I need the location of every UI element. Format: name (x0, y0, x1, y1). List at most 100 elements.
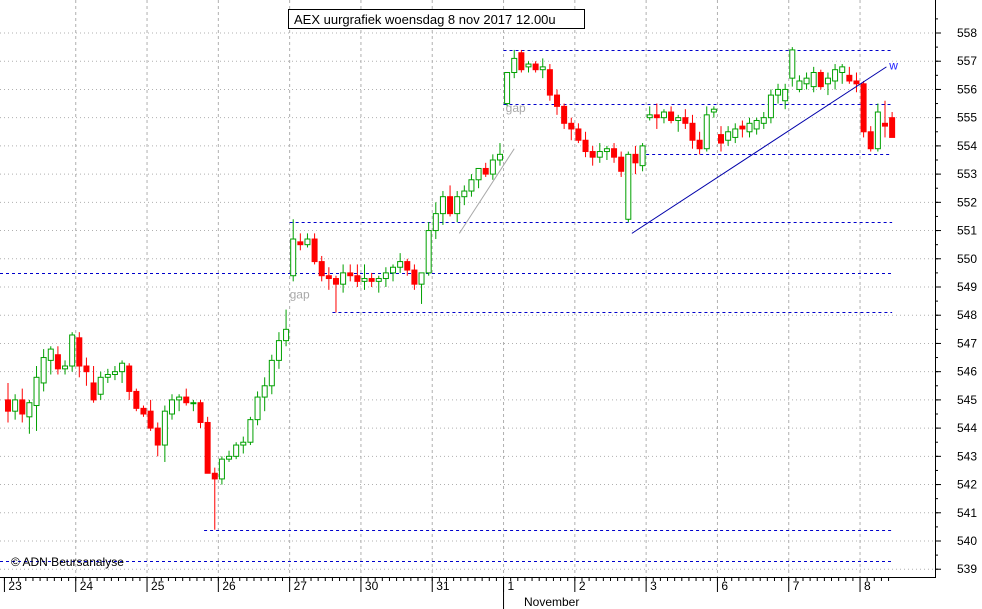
candle (596, 143, 603, 163)
candle (739, 120, 746, 138)
y-tick-label: 540 (957, 534, 977, 548)
candle-body (782, 88, 789, 102)
overlays-group: gap gap w (290, 59, 899, 302)
candle-body (454, 196, 461, 215)
candle (518, 49, 525, 73)
candle-body (675, 117, 682, 121)
gap-line (458, 148, 515, 234)
candle (447, 185, 454, 217)
candle-body (889, 117, 896, 138)
candle (211, 467, 218, 530)
candle (782, 83, 789, 110)
y-tick-label: 542 (957, 478, 977, 492)
candle (197, 399, 204, 429)
candle-body (404, 261, 411, 271)
candle (632, 145, 639, 175)
y-axis: 539 540 541 542 543 544 545 546 547 548 549 550 551 5… (935, 18, 977, 576)
candle (511, 49, 518, 79)
candle (397, 253, 404, 273)
candle-body (26, 402, 33, 418)
x-tick-label: 26 (222, 579, 236, 593)
candle (297, 233, 304, 251)
candle-body (853, 80, 860, 85)
candle (482, 162, 489, 177)
candle (803, 72, 810, 90)
candle (732, 123, 739, 144)
y-tick-label: 555 (957, 111, 977, 125)
candle (853, 72, 860, 93)
candle (589, 145, 596, 166)
candle-body (126, 365, 133, 392)
candle (760, 112, 767, 129)
y-tick-label: 553 (957, 167, 977, 181)
candle-body (111, 371, 118, 375)
candle (340, 264, 347, 293)
y-tick-label: 547 (957, 336, 977, 350)
candle (746, 117, 753, 138)
y-tick-label: 543 (957, 449, 977, 463)
candle-body (218, 458, 225, 480)
wave-label-w: w (888, 59, 898, 73)
candle (233, 442, 240, 460)
candle (639, 143, 646, 172)
candle-body (639, 145, 646, 167)
candle-body (69, 334, 76, 367)
candle-body (439, 196, 446, 215)
candle-body (54, 354, 61, 370)
candle (454, 191, 461, 223)
candle (404, 258, 411, 276)
candle-body (325, 275, 332, 280)
candle-body (824, 77, 831, 85)
x-tick-label: 2 (579, 579, 586, 593)
candle-body (860, 83, 867, 133)
candle-body (332, 278, 339, 285)
candle-body (47, 348, 54, 361)
candle (111, 366, 118, 381)
candle-body (810, 72, 817, 88)
candle (432, 202, 439, 240)
candle-body (290, 238, 297, 277)
candle (461, 185, 468, 206)
candle (254, 391, 261, 426)
candle (846, 66, 853, 84)
candle-body (710, 108, 717, 113)
candle-body (596, 151, 603, 158)
candle (546, 64, 553, 101)
candle (475, 167, 482, 189)
candle (618, 151, 625, 177)
candle (675, 114, 682, 132)
candle-body (546, 69, 553, 96)
candle-body (539, 66, 546, 71)
candle (682, 109, 689, 129)
x-axis: 23 24 25 26 27 30 31 1 2 3 6 7 8 (3, 577, 890, 609)
candle-body (119, 362, 126, 373)
candle (62, 360, 69, 375)
candle (390, 264, 397, 282)
candle-body (832, 69, 839, 82)
candle (332, 275, 339, 313)
candle-body (425, 230, 432, 274)
candle-body (33, 376, 40, 407)
candle (653, 103, 660, 129)
candle (696, 131, 703, 155)
candle-body (418, 272, 425, 285)
candle-body (204, 421, 211, 474)
candle-body (817, 72, 824, 88)
candle (275, 332, 282, 369)
candle-body (461, 190, 468, 198)
candle-body (104, 373, 111, 378)
candle (119, 360, 126, 383)
candle-body (368, 278, 375, 282)
candle-body (361, 278, 368, 282)
candle-body (62, 365, 69, 370)
candle-body (147, 410, 154, 429)
candle-body (12, 399, 19, 412)
chart-title-box: AEX uurgrafiek woensdag 8 nov 2017 12.00… (288, 9, 585, 29)
candle (375, 275, 382, 293)
candle (611, 143, 618, 163)
candle-body (874, 111, 881, 150)
candle (817, 69, 824, 90)
candle-body (489, 159, 496, 175)
candle-body (168, 399, 175, 415)
